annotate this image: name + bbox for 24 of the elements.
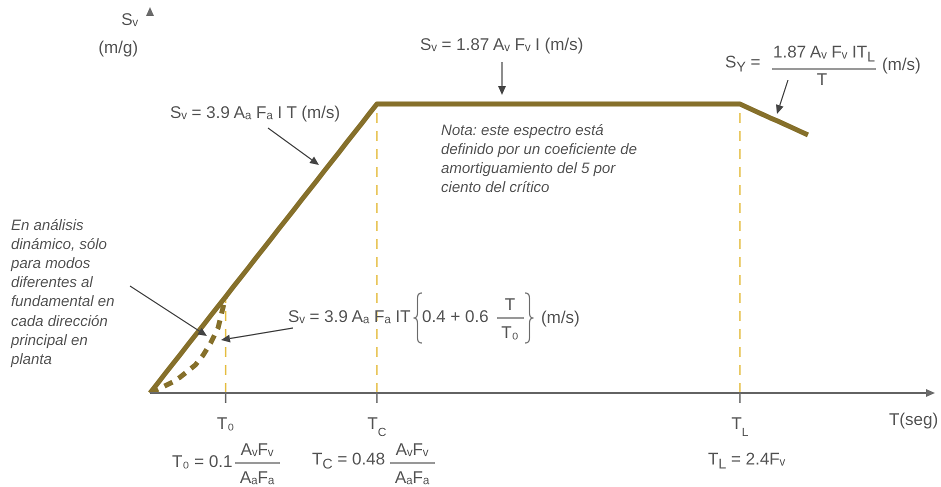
annotation: Sᵥ = 3.9 Aₐ Fₐ I T (m/s) [170, 103, 340, 123]
text: AₐFₐ [240, 468, 274, 487]
text: (m/s) [882, 55, 921, 75]
annotation: (m/s) [541, 308, 580, 328]
text: AᵥFᵥ [396, 440, 428, 460]
x-tick-label: T$_{L}$ [731, 414, 749, 439]
x-tick-label: T$_{C}$ [367, 414, 387, 439]
annotation: 0.4 + 0.6 [422, 307, 489, 327]
text: AᵥFᵥ [240, 440, 274, 460]
y-axis-title: Sᵥ (m/g) [97, 9, 138, 59]
annotation: Nota: este espectro está definido por un coeficiente de amortiguamiento del 5 por ciento del crítico [441, 120, 638, 198]
annotation: T₀ [501, 323, 519, 343]
text: T [816, 70, 828, 90]
text: En análisis dinámico, sólo para modos diferentes al fundamental en cada dirección principal en planta [11, 216, 116, 370]
annotation: T [504, 295, 516, 315]
x-axis-title: T(seg) [889, 410, 938, 430]
text: AₐFₐ [394, 468, 430, 487]
text: 1.87 Aᵥ Fᵥ IT$_{L}$ [773, 42, 875, 68]
text: T₀ = 0.1 [172, 452, 232, 472]
text: S$_{Y}$ = [725, 52, 760, 78]
x-tick-label: T₀ [216, 414, 234, 433]
text: Sᵥ = 1.87 Aᵥ Fᵥ I (m/s) [420, 35, 584, 55]
text: T$_{L}$ = 2.4Fᵥ [708, 449, 786, 475]
text: T$_{C}$ = 0.48 [312, 449, 386, 475]
